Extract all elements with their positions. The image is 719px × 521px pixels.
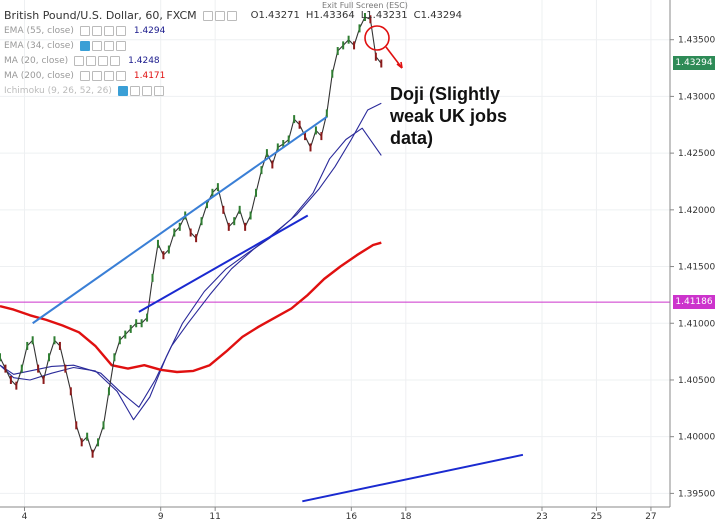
- close-icon: [103, 25, 114, 36]
- x-tick-label: 4: [22, 512, 28, 521]
- close-icon: [98, 55, 109, 66]
- indicator-tools[interactable]: [79, 40, 126, 51]
- y-tick-label: 1.43000: [678, 92, 715, 102]
- trendline-0: [32, 116, 328, 325]
- indicator-row-ema55[interactable]: EMA (55, close) 1.4294: [4, 23, 462, 38]
- annotation-line-2: weak UK jobs: [390, 106, 508, 126]
- ohlc-close: C1.43294: [413, 10, 463, 21]
- ohlc-high: H1.43364: [305, 10, 355, 21]
- close-icon: [103, 40, 114, 51]
- horizontal-line-price-tag: 1.41186: [673, 295, 715, 310]
- x-tick-label: 11: [209, 512, 220, 521]
- indicator-value: 1.4171: [133, 70, 166, 81]
- chart-legend: British Pound/U.S. Dollar, 60, FXCM O1.4…: [4, 8, 462, 98]
- doji-circle: [364, 25, 390, 51]
- x-tick-label: 18: [400, 512, 412, 521]
- x-tick-label: 23: [536, 512, 547, 521]
- ohlc-low: L1.43231: [360, 10, 408, 21]
- indicator-row-ma20[interactable]: MA (20, close) 1.4248: [4, 53, 462, 68]
- series-line-2: [0, 241, 382, 374]
- x-tick-label: 25: [591, 512, 602, 521]
- settings-icon: [91, 40, 102, 51]
- settings-icon: [91, 25, 102, 36]
- ohlc-open: O1.43271: [250, 10, 300, 21]
- more-icon: [110, 55, 121, 66]
- eye-icon: [117, 85, 128, 96]
- y-tick-label: 1.41000: [678, 319, 715, 329]
- more-icon: [115, 40, 126, 51]
- annotation-line-3: data): [390, 128, 434, 148]
- settings-icon: [202, 10, 213, 21]
- more-icon: [115, 70, 126, 81]
- indicator-tools[interactable]: [117, 85, 164, 96]
- trendline-1: [138, 214, 309, 313]
- last-price-tag: 1.43294: [673, 56, 715, 71]
- close-icon: [103, 70, 114, 81]
- symbol-title[interactable]: British Pound/U.S. Dollar, 60, FXCM: [4, 9, 197, 22]
- symbol-tools[interactable]: [202, 10, 237, 21]
- settings-icon: [129, 85, 140, 96]
- y-tick-label: 1.42500: [678, 149, 715, 159]
- eye-icon: [74, 55, 85, 66]
- eye-icon: [79, 40, 90, 51]
- y-tick-label: 1.42000: [678, 206, 715, 216]
- indicator-label[interactable]: Ichimoku (9, 26, 52, 26): [4, 85, 112, 96]
- x-tick-label: 16: [346, 512, 358, 521]
- indicator-row-ema34[interactable]: EMA (34, close): [4, 38, 462, 53]
- exit-fullscreen-label[interactable]: Exit Full Screen (ESC): [322, 1, 408, 10]
- doji-arrow-head: [396, 61, 403, 69]
- y-tick-label: 1.41500: [678, 263, 715, 273]
- y-tick-label: 1.40500: [678, 376, 715, 386]
- indicator-row-ichimoku[interactable]: Ichimoku (9, 26, 52, 26): [4, 83, 462, 98]
- eye-icon: [79, 25, 90, 36]
- indicator-tools[interactable]: [74, 55, 121, 66]
- indicator-tools[interactable]: [79, 25, 126, 36]
- more-icon: [153, 85, 164, 96]
- indicator-value: 1.4248: [128, 55, 160, 66]
- indicator-tools[interactable]: [79, 70, 126, 81]
- grid-lines: [0, 0, 670, 507]
- indicator-value: 1.4294: [133, 25, 166, 36]
- series-line-0: [0, 102, 382, 408]
- doji-arrow: [385, 46, 403, 69]
- series-line-1: [0, 127, 382, 421]
- eye-icon: [214, 10, 225, 21]
- more-icon: [115, 25, 126, 36]
- more-icon: [226, 10, 237, 21]
- doji-marker: [364, 25, 403, 69]
- close-icon: [141, 85, 152, 96]
- doji-annotation: Doji (Slightly weak UK jobs data): [390, 83, 540, 149]
- symbol-row: British Pound/U.S. Dollar, 60, FXCM O1.4…: [4, 8, 462, 23]
- y-tick-label: 1.39500: [678, 489, 715, 499]
- indicator-label[interactable]: MA (200, close): [4, 70, 74, 81]
- eye-icon: [79, 70, 90, 81]
- y-tick-label: 1.43500: [678, 36, 715, 46]
- price-axis-panel: [670, 0, 719, 521]
- settings-icon: [86, 55, 97, 66]
- trendline-layer: [32, 116, 524, 503]
- indicator-row-ma200[interactable]: MA (200, close) 1.4171: [4, 68, 462, 83]
- indicator-label[interactable]: MA (20, close): [4, 55, 69, 66]
- x-tick-label: 27: [645, 512, 656, 521]
- trendline-2: [302, 453, 524, 503]
- indicator-label[interactable]: EMA (34, close): [4, 40, 74, 51]
- settings-icon: [91, 70, 102, 81]
- y-tick-label: 1.40000: [678, 433, 715, 443]
- indicator-label[interactable]: EMA (55, close): [4, 25, 74, 36]
- annotation-line-1: Doji (Slightly: [390, 84, 500, 104]
- x-tick-label: 9: [158, 512, 164, 521]
- series-layer: [0, 13, 383, 458]
